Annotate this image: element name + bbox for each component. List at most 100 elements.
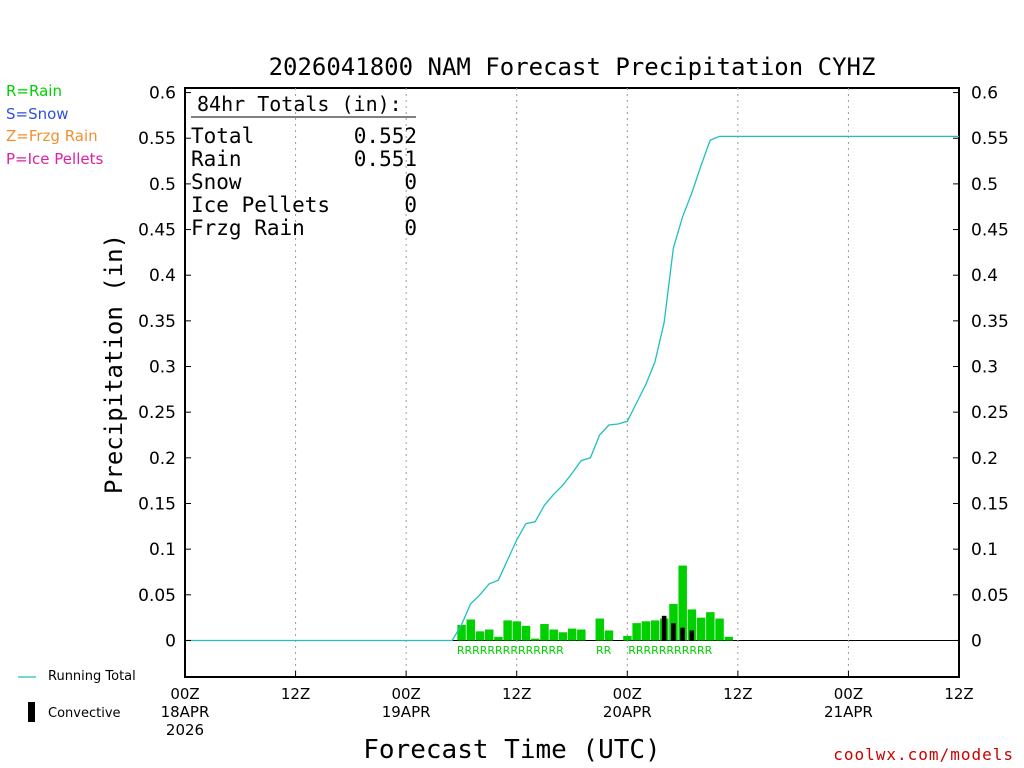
y-tick-label-right: 0.45 bbox=[971, 221, 1009, 241]
ptype-legend-item: R=Rain bbox=[6, 82, 62, 100]
ptype-labels: RRRRRRRRRRRRRR RR RRRRRRRRRRR bbox=[457, 644, 713, 657]
convective-bars bbox=[661, 615, 695, 641]
y-tick-label-right: 0.55 bbox=[971, 129, 1009, 149]
y-tick-label-left: 0.25 bbox=[138, 403, 176, 423]
running-total-line bbox=[185, 135, 959, 642]
y-tick-label-left: 0.4 bbox=[149, 266, 176, 286]
x-tick-label: 20APR bbox=[603, 703, 652, 721]
rain-bar bbox=[678, 565, 687, 641]
rain-bar bbox=[549, 629, 558, 641]
ptype-label: RRRRRRRRRRR bbox=[628, 644, 712, 657]
y-tick-label-left: 0.35 bbox=[138, 312, 176, 332]
plot-frame bbox=[184, 87, 960, 678]
rain-bar bbox=[706, 612, 715, 641]
y-tick-label-left: 0 bbox=[165, 631, 176, 651]
totals-value: 0.552 bbox=[354, 124, 417, 148]
rain-bar bbox=[632, 623, 641, 641]
y-tick-label-right: 0.25 bbox=[971, 403, 1009, 423]
vertical-grid bbox=[295, 88, 849, 677]
x-tick-label: 2026 bbox=[166, 721, 204, 739]
y-tick-label-right: 0.35 bbox=[971, 312, 1009, 332]
y-tick-label-right: 0.1 bbox=[971, 540, 998, 560]
totals-value: 0 bbox=[404, 216, 417, 240]
rain-bar bbox=[558, 632, 568, 641]
totals-label: Total bbox=[191, 124, 254, 148]
totals-label: Ice Pellets bbox=[191, 193, 330, 217]
totals-value: 0 bbox=[404, 193, 417, 217]
ptype-legend-item: S=Snow bbox=[6, 104, 69, 123]
y-tick-label-right: 0.3 bbox=[971, 358, 998, 378]
rain-bar bbox=[521, 625, 531, 641]
totals-label: Snow bbox=[191, 170, 242, 194]
chart-title: 2026041800 NAM Forecast Precipitation CY… bbox=[269, 53, 876, 81]
rain-bar bbox=[567, 628, 577, 641]
y-tick-label-right: 0.15 bbox=[971, 494, 1009, 514]
convective-bar bbox=[680, 627, 685, 641]
rain-bar bbox=[494, 636, 503, 641]
ptype-label: RRRRRRRRRRRRRR bbox=[457, 644, 564, 657]
totals-label: Rain bbox=[191, 147, 242, 171]
convective-bar bbox=[661, 615, 667, 641]
rain-bar bbox=[595, 618, 605, 641]
rain-bar bbox=[724, 636, 734, 641]
y-tick-label-left: 0.1 bbox=[149, 540, 176, 560]
rain-bar bbox=[503, 620, 512, 641]
rain-bar bbox=[623, 635, 632, 641]
x-tick-label: 00Z bbox=[391, 685, 420, 703]
totals-label: Frzg Rain bbox=[191, 216, 305, 240]
rain-bar bbox=[669, 603, 678, 641]
x-tick-label: 18APR bbox=[161, 703, 210, 721]
y-tick-label-right: 0.05 bbox=[971, 586, 1009, 606]
y-axis-title: Precipitation (in) bbox=[100, 234, 128, 494]
rain-bar bbox=[641, 621, 651, 641]
rain-bar bbox=[604, 630, 614, 641]
x-axis-title: Forecast Time (UTC) bbox=[363, 735, 660, 765]
x-tick-label: 12Z bbox=[723, 685, 752, 703]
y-tick-label-right: 0.4 bbox=[971, 266, 998, 286]
bottom-legend-line-key bbox=[18, 676, 36, 722]
convective-legend-label: Convective bbox=[48, 706, 121, 721]
ptype-legend-item: Z=Frzg Rain bbox=[6, 127, 98, 145]
rain-bar bbox=[531, 638, 540, 641]
x-tick-label: 00Z bbox=[834, 685, 863, 703]
y-axis-right: 0 0.05 0.1 0.15 0.2 0.25 0.3 0.35 0.4 0.45 0.5 0.55… bbox=[953, 84, 1009, 651]
x-tick-label: 00Z bbox=[170, 685, 199, 703]
convective-bar bbox=[671, 623, 676, 641]
y-tick-label-left: 0.45 bbox=[138, 221, 176, 241]
y-tick-label-left: 0.55 bbox=[138, 129, 176, 149]
rain-bar bbox=[715, 618, 724, 641]
hourly-rain-bars bbox=[457, 565, 734, 641]
rain-bar bbox=[687, 609, 697, 641]
rain-bar bbox=[512, 621, 522, 641]
x-tick-label: 19APR bbox=[382, 703, 431, 721]
y-tick-label-right: 0.2 bbox=[971, 449, 998, 469]
y-tick-label-right: 0 bbox=[971, 631, 982, 651]
y-tick-label-left: 0.05 bbox=[138, 586, 176, 606]
totals-value: 0.551 bbox=[354, 147, 417, 171]
totals-header: 84hr Totals (in): bbox=[197, 92, 402, 116]
y-tick-label-right: 0.6 bbox=[971, 84, 998, 104]
y-tick-label-left: 0.2 bbox=[149, 449, 176, 469]
rain-bar bbox=[475, 631, 485, 641]
x-tick-label: 12Z bbox=[281, 685, 310, 703]
x-tick-label: 12Z bbox=[944, 685, 973, 703]
y-axis-left: 0 0.05 0.1 0.15 0.2 0.25 0.3 0.35 0.4 0.45 0.5 0.55… bbox=[138, 84, 191, 651]
rain-bar bbox=[577, 629, 586, 641]
y-tick-label-left: 0.15 bbox=[138, 494, 176, 514]
x-tick-label: 12Z bbox=[502, 685, 531, 703]
convective-bar bbox=[689, 630, 695, 641]
x-tick-label: 21APR bbox=[824, 703, 873, 721]
rain-bar bbox=[466, 619, 476, 641]
totals-value: 0 bbox=[404, 170, 417, 194]
ptype-legend-item: P=Ice Pellets bbox=[6, 149, 104, 168]
y-tick-label-right: 0.5 bbox=[971, 175, 998, 195]
rain-bar bbox=[457, 624, 466, 641]
credit-link[interactable]: coolwx.com/models bbox=[833, 745, 1014, 764]
y-tick-label-left: 0.3 bbox=[149, 358, 176, 378]
running-total-legend-label: Running Total bbox=[48, 669, 136, 684]
rain-bar bbox=[650, 620, 660, 641]
ptype-label: RR bbox=[596, 644, 612, 657]
y-tick-label-left: 0.6 bbox=[149, 84, 176, 104]
